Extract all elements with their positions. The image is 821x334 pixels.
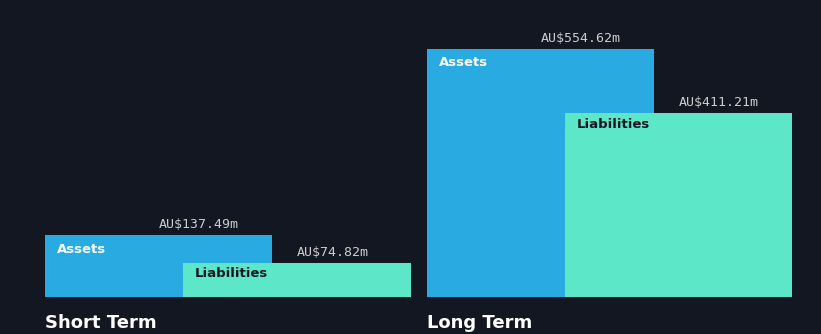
Text: Liabilities: Liabilities [577, 118, 650, 131]
Text: Assets: Assets [57, 242, 106, 256]
Text: Assets: Assets [439, 56, 488, 69]
Text: Liabilities: Liabilities [195, 267, 268, 280]
Bar [45, 235, 273, 297]
Text: Long Term: Long Term [427, 314, 532, 332]
Text: AU$554.62m: AU$554.62m [540, 32, 621, 45]
Bar [565, 113, 792, 297]
Text: Short Term: Short Term [45, 314, 157, 332]
Bar [183, 263, 410, 297]
Text: AU$411.21m: AU$411.21m [679, 96, 759, 109]
Text: AU$74.82m: AU$74.82m [296, 246, 369, 260]
Text: AU$137.49m: AU$137.49m [158, 218, 239, 231]
Bar [427, 49, 654, 297]
